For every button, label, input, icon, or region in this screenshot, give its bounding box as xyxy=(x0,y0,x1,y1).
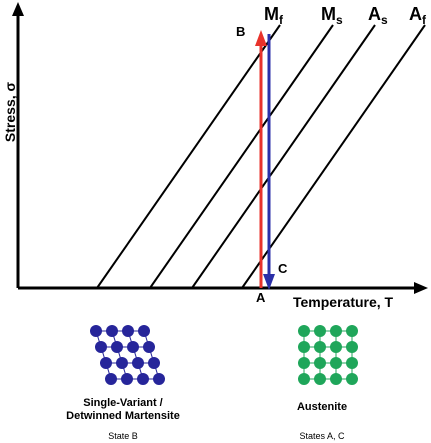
austenite-atom xyxy=(314,325,326,337)
y-axis-label: Stress, σ xyxy=(2,82,18,143)
point-b-label: B xyxy=(236,24,245,39)
af-label: Af xyxy=(409,4,427,27)
loading-arrowhead xyxy=(255,30,267,46)
austenite-atom xyxy=(298,341,310,353)
austenite-atom xyxy=(346,357,358,369)
mf-label: Mf xyxy=(264,4,284,27)
austenite-atom xyxy=(330,357,342,369)
x-axis-arrowhead xyxy=(414,282,428,294)
martensite-atom xyxy=(106,325,118,337)
martensite-atom xyxy=(105,373,117,385)
austenite-atom xyxy=(298,357,310,369)
martensite-atom xyxy=(127,341,139,353)
austenite-atom xyxy=(298,325,310,337)
martensite-atom xyxy=(138,325,150,337)
martensite-caption-line1: Single-Variant / xyxy=(83,397,162,409)
as-line xyxy=(191,24,376,289)
austenite-atom xyxy=(314,373,326,385)
martensite-atom xyxy=(95,341,107,353)
point-c-label: C xyxy=(278,261,288,276)
martensite-atom xyxy=(153,373,165,385)
x-axis-label: Temperature, T xyxy=(293,294,394,310)
martensite-caption-line2: Detwinned Martensite xyxy=(66,410,180,422)
martensite-atom xyxy=(100,357,112,369)
martensite-atom xyxy=(143,341,155,353)
martensite-atom xyxy=(121,373,133,385)
af-line xyxy=(241,24,426,289)
martensite-atom xyxy=(137,373,149,385)
martensite-state-label: State B xyxy=(108,431,138,441)
austenite-state-label: States A, C xyxy=(299,431,345,441)
austenite-atom xyxy=(346,325,358,337)
austenite-atom xyxy=(346,341,358,353)
unloading-arrowhead xyxy=(263,274,275,290)
martensite-atom xyxy=(90,325,102,337)
mf-line xyxy=(96,24,281,289)
martensite-lattice xyxy=(90,325,165,385)
ms-line xyxy=(149,24,334,289)
austenite-atom xyxy=(314,341,326,353)
austenite-lattice xyxy=(298,325,358,385)
austenite-atom xyxy=(346,373,358,385)
point-a-label: A xyxy=(256,290,266,305)
martensite-atom xyxy=(111,341,123,353)
austenite-caption: Austenite xyxy=(297,401,347,413)
austenite-atom xyxy=(314,357,326,369)
austenite-atom xyxy=(330,373,342,385)
martensite-atom xyxy=(148,357,160,369)
martensite-atom xyxy=(122,325,134,337)
martensite-atom xyxy=(132,357,144,369)
y-axis-arrowhead xyxy=(12,2,24,16)
austenite-atom xyxy=(330,341,342,353)
austenite-atom xyxy=(298,373,310,385)
ms-label: Ms xyxy=(321,4,343,27)
austenite-atom xyxy=(330,325,342,337)
martensite-atom xyxy=(116,357,128,369)
as-label: As xyxy=(368,4,388,27)
